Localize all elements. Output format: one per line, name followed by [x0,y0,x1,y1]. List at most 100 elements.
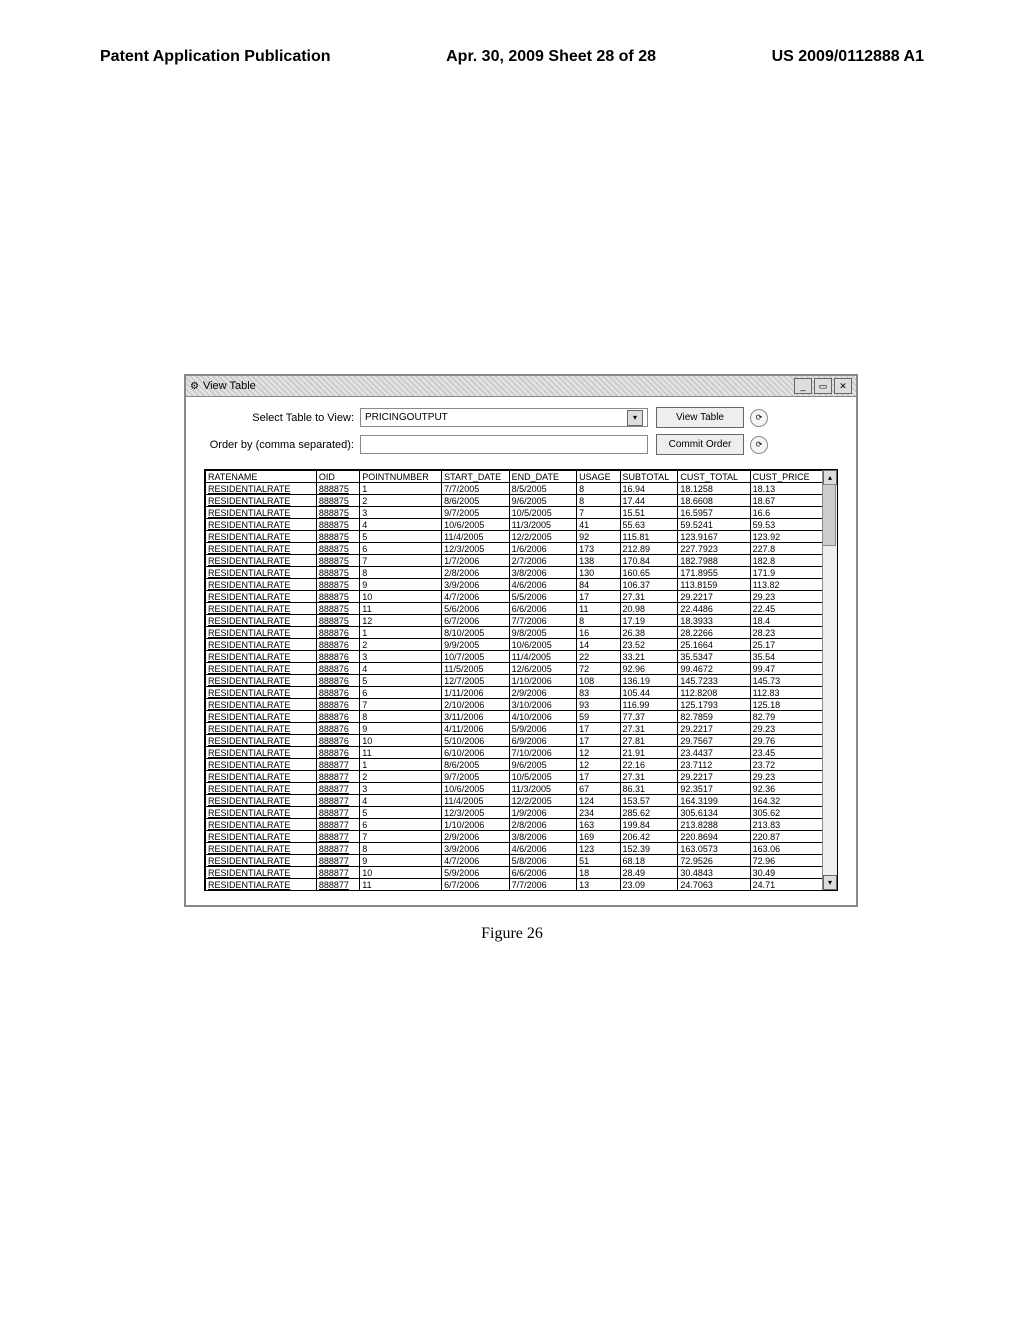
cell[interactable]: RESIDENTIALRATE [206,507,317,519]
cell[interactable]: 888876 [316,699,359,711]
cell[interactable]: RESIDENTIALRATE [206,639,317,651]
cell[interactable]: RESIDENTIALRATE [206,699,317,711]
cell[interactable]: RESIDENTIALRATE [206,663,317,675]
cell[interactable]: RESIDENTIALRATE [206,723,317,735]
cell[interactable]: 888875 [316,543,359,555]
cell[interactable]: 888875 [316,591,359,603]
cell[interactable]: RESIDENTIALRATE [206,855,317,867]
minimize-icon[interactable]: _ [794,378,812,394]
cell[interactable]: RESIDENTIALRATE [206,867,317,879]
cell: 28.23 [750,627,822,639]
cell[interactable]: RESIDENTIALRATE [206,711,317,723]
table-row: RESIDENTIALRATE88887528/6/20059/6/200581… [206,495,823,507]
cell[interactable]: 888875 [316,555,359,567]
cell[interactable]: RESIDENTIALRATE [206,495,317,507]
cell[interactable]: 888875 [316,615,359,627]
cell[interactable]: RESIDENTIALRATE [206,759,317,771]
col-header[interactable]: USAGE [577,471,620,483]
cell[interactable]: RESIDENTIALRATE [206,783,317,795]
cell[interactable]: RESIDENTIALRATE [206,555,317,567]
refresh-icon[interactable]: ⟳ [750,409,768,427]
cell[interactable]: 888876 [316,627,359,639]
cell[interactable]: 888875 [316,483,359,495]
cell[interactable]: 888876 [316,735,359,747]
cell[interactable]: RESIDENTIALRATE [206,579,317,591]
scroll-thumb[interactable] [822,484,836,546]
cell[interactable]: RESIDENTIALRATE [206,591,317,603]
cell[interactable]: RESIDENTIALRATE [206,771,317,783]
cell[interactable]: 888876 [316,639,359,651]
col-header[interactable]: OID [316,471,359,483]
cell[interactable]: 888877 [316,783,359,795]
cell[interactable]: 888875 [316,519,359,531]
cell[interactable]: RESIDENTIALRATE [206,543,317,555]
cell[interactable]: 888875 [316,495,359,507]
cell[interactable]: RESIDENTIALRATE [206,627,317,639]
cell: 4/11/2006 [442,723,509,735]
cell[interactable]: RESIDENTIALRATE [206,675,317,687]
vertical-scrollbar[interactable]: ▴ ▾ [822,470,837,890]
cell[interactable]: 888876 [316,651,359,663]
cell[interactable]: RESIDENTIALRATE [206,519,317,531]
cell[interactable]: RESIDENTIALRATE [206,531,317,543]
close-icon[interactable]: ✕ [834,378,852,394]
chevron-down-icon[interactable]: ▾ [627,410,643,426]
cell[interactable]: RESIDENTIALRATE [206,651,317,663]
cell[interactable]: RESIDENTIALRATE [206,807,317,819]
cell[interactable]: RESIDENTIALRATE [206,831,317,843]
col-header[interactable]: CUST_TOTAL [678,471,750,483]
col-header[interactable]: SUBTOTAL [620,471,678,483]
cell[interactable]: 888875 [316,531,359,543]
cell[interactable]: 888877 [316,819,359,831]
col-header[interactable]: RATENAME [206,471,317,483]
cell[interactable]: RESIDENTIALRATE [206,879,317,891]
commit-icon[interactable]: ⟳ [750,436,768,454]
cell[interactable]: 888877 [316,831,359,843]
cell[interactable]: 888875 [316,567,359,579]
cell[interactable]: RESIDENTIALRATE [206,615,317,627]
cell[interactable]: RESIDENTIALRATE [206,843,317,855]
cell[interactable]: 888877 [316,795,359,807]
view-table-button[interactable]: View Table [656,407,744,428]
cell[interactable]: 888876 [316,711,359,723]
col-header[interactable]: POINTNUMBER [360,471,442,483]
cell: 169 [577,831,620,843]
cell[interactable]: 888877 [316,759,359,771]
cell[interactable]: RESIDENTIALRATE [206,483,317,495]
col-header[interactable]: CUST_PRICE [750,471,822,483]
cell[interactable]: 888876 [316,747,359,759]
cell[interactable]: 888876 [316,663,359,675]
cell: 2/9/2006 [509,687,576,699]
cell[interactable]: 888875 [316,603,359,615]
cell[interactable]: 888876 [316,675,359,687]
cell[interactable]: RESIDENTIALRATE [206,747,317,759]
scroll-down-icon[interactable]: ▾ [823,875,837,890]
scroll-up-icon[interactable]: ▴ [823,470,837,485]
cell[interactable]: 888878 [316,891,359,892]
cell[interactable]: 888877 [316,855,359,867]
cell[interactable]: RESIDENTIALRATE [206,795,317,807]
cell: 23.09 [620,879,678,891]
cell[interactable]: RESIDENTIALRATE [206,567,317,579]
col-header[interactable]: END_DATE [509,471,576,483]
cell[interactable]: 888877 [316,771,359,783]
cell[interactable]: RESIDENTIALRATE [206,603,317,615]
order-by-input[interactable] [360,435,648,454]
cell[interactable]: 888877 [316,879,359,891]
cell[interactable]: RESIDENTIALRATE [206,735,317,747]
cell[interactable]: 888877 [316,843,359,855]
col-header[interactable]: START_DATE [442,471,509,483]
cell[interactable]: 888877 [316,867,359,879]
cell[interactable]: 888875 [316,507,359,519]
cell[interactable]: RESIDENTIALRATE [206,891,317,892]
cell[interactable]: 888876 [316,723,359,735]
cell[interactable]: RESIDENTIALRATE [206,687,317,699]
cell[interactable]: 888877 [316,807,359,819]
table-select[interactable]: PRICINGOUTPUT ▾ [360,408,648,427]
cell: 82.7859 [678,711,750,723]
cell[interactable]: 888875 [316,579,359,591]
cell[interactable]: 888876 [316,687,359,699]
maximize-icon[interactable]: ▭ [814,378,832,394]
commit-order-button[interactable]: Commit Order [656,434,744,455]
cell[interactable]: RESIDENTIALRATE [206,819,317,831]
